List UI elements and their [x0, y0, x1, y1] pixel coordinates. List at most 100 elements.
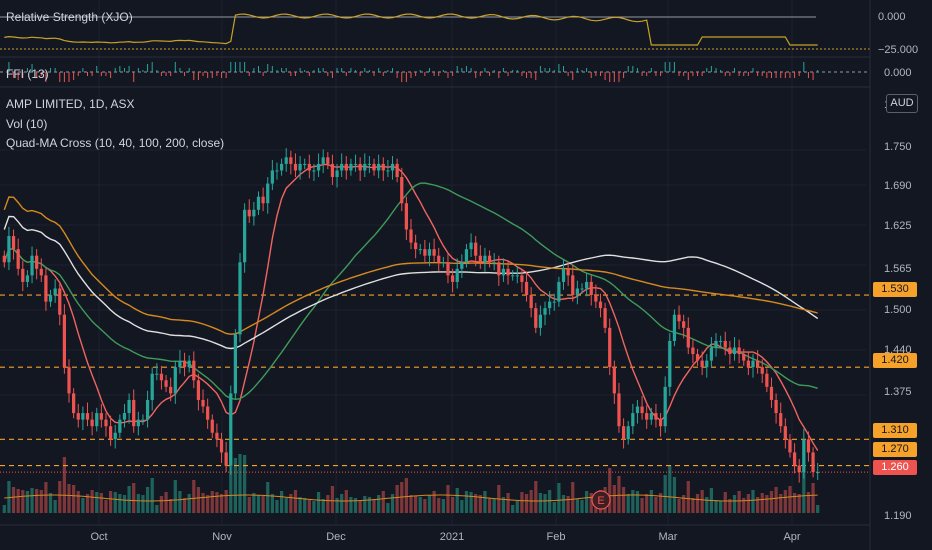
- candle-body: [594, 295, 598, 302]
- candle-body: [76, 413, 80, 420]
- volume-bar: [695, 494, 700, 513]
- candle-body: [169, 386, 173, 394]
- candle-body: [293, 163, 298, 171]
- ffi-bar: [96, 66, 98, 72]
- volume-bar: [386, 503, 390, 513]
- candle-body: [575, 288, 579, 296]
- volume-bar: [372, 499, 376, 513]
- candle-body: [774, 399, 778, 414]
- volume-bar: [755, 497, 760, 513]
- candle-body: [705, 360, 709, 368]
- ffi-bar: [276, 70, 278, 72]
- ffi-bar: [350, 68, 352, 72]
- candle-body: [760, 367, 764, 374]
- volume-bar: [233, 458, 238, 513]
- volume-bar: [279, 491, 284, 513]
- ffi-bar: [424, 72, 426, 76]
- candle-body: [155, 373, 159, 375]
- ffi-bar: [234, 62, 236, 72]
- ffi-bar: [752, 68, 754, 72]
- volume-bar: [377, 495, 381, 513]
- candle-body: [404, 203, 408, 230]
- currency-button[interactable]: AUD: [886, 94, 918, 113]
- ffi-bar: [197, 72, 199, 80]
- ffi-bar: [447, 72, 449, 78]
- ffi-bar: [392, 68, 394, 72]
- volume-bar: [765, 495, 769, 513]
- candle-body: [538, 314, 543, 328]
- ffi-bar: [253, 68, 255, 72]
- candle-body: [515, 275, 519, 277]
- ffi-bar: [817, 70, 819, 72]
- ffi-bar: [516, 70, 518, 72]
- candle-body: [108, 426, 113, 440]
- volume-bar: [427, 495, 432, 513]
- volume-bar: [520, 492, 524, 513]
- volume-bar: [534, 481, 538, 513]
- volume-bar: [293, 490, 298, 513]
- ffi-bar: [341, 68, 343, 72]
- ffi-tick-label: 0.000: [884, 67, 912, 79]
- volume-bar: [774, 487, 778, 513]
- candle-body: [44, 275, 48, 302]
- candle-body: [367, 163, 372, 165]
- ffi-bar: [660, 72, 662, 76]
- volume-bar: [437, 498, 441, 513]
- candle-body: [728, 347, 732, 355]
- ffi-bar: [271, 66, 273, 72]
- candle-body: [506, 268, 510, 276]
- ffi-bar: [475, 72, 477, 78]
- ffi-bar: [442, 70, 444, 72]
- candle-body: [298, 163, 302, 171]
- candle-body: [48, 295, 53, 302]
- candle-body: [7, 236, 11, 263]
- price-tick-label: 1.625: [884, 220, 912, 232]
- candle-body: [626, 426, 630, 440]
- ffi-bar: [456, 66, 458, 72]
- candle-body: [67, 367, 71, 394]
- horizontal-levels: [0, 294, 872, 473]
- ffi-bar: [535, 72, 537, 80]
- candle-body: [307, 163, 311, 171]
- volume-bar: [113, 492, 117, 513]
- volume-bar: [779, 494, 783, 513]
- vol-title[interactable]: Vol (10): [6, 117, 48, 131]
- candle-body: [520, 275, 524, 282]
- ffi-bar: [294, 72, 296, 76]
- ffi-bar: [387, 70, 389, 72]
- candle-body: [159, 373, 164, 381]
- candle-body: [85, 413, 90, 420]
- volume-bar: [122, 495, 127, 513]
- candle-body: [640, 406, 644, 414]
- volume-bar: [201, 493, 205, 513]
- volume-bar: [566, 496, 570, 513]
- candle-body: [252, 209, 256, 217]
- ffi-bar: [285, 68, 287, 72]
- ffi-bar: [757, 72, 759, 76]
- volume-bars: E: [2, 451, 820, 513]
- symbol-title[interactable]: AMP LIMITED, 1D, ASX: [6, 97, 135, 111]
- volume-bar: [811, 483, 815, 513]
- ma-title[interactable]: Quad-MA Cross (10, 40, 100, 200, close): [6, 136, 225, 150]
- ffi-bar: [655, 72, 657, 76]
- candle-body: [377, 163, 381, 171]
- candle-body: [104, 419, 108, 427]
- candle-body: [201, 399, 205, 407]
- candle-body: [326, 157, 330, 164]
- ffi-bar: [539, 66, 541, 72]
- candle-body: [474, 242, 478, 256]
- ffi-bar: [747, 72, 749, 76]
- candle-body: [737, 347, 741, 355]
- time-tick-label: Dec: [326, 531, 346, 543]
- candle-body: [769, 386, 774, 400]
- volume-bar: [224, 490, 228, 513]
- volume-bar: [511, 505, 515, 513]
- volume-bar: [289, 494, 293, 513]
- volume-bar: [238, 454, 242, 513]
- candle-body: [719, 340, 723, 342]
- volume-bar: [381, 491, 385, 513]
- candle-body: [663, 386, 667, 427]
- candle-body: [316, 163, 321, 171]
- candle-body: [256, 196, 261, 210]
